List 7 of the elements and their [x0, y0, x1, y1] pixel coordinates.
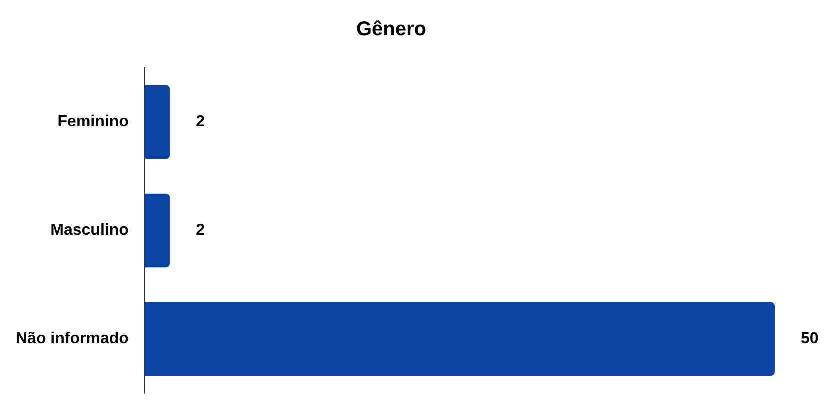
data-label: 2 — [196, 114, 206, 131]
chart-title: Gênero — [356, 18, 427, 41]
y-tick-label: Masculino — [50, 222, 130, 240]
data-label: 2 — [196, 222, 206, 240]
data-label: 50 — [801, 330, 819, 348]
y-tick-label: Feminino — [58, 114, 130, 131]
y-tick-label: Não informado — [16, 330, 130, 348]
